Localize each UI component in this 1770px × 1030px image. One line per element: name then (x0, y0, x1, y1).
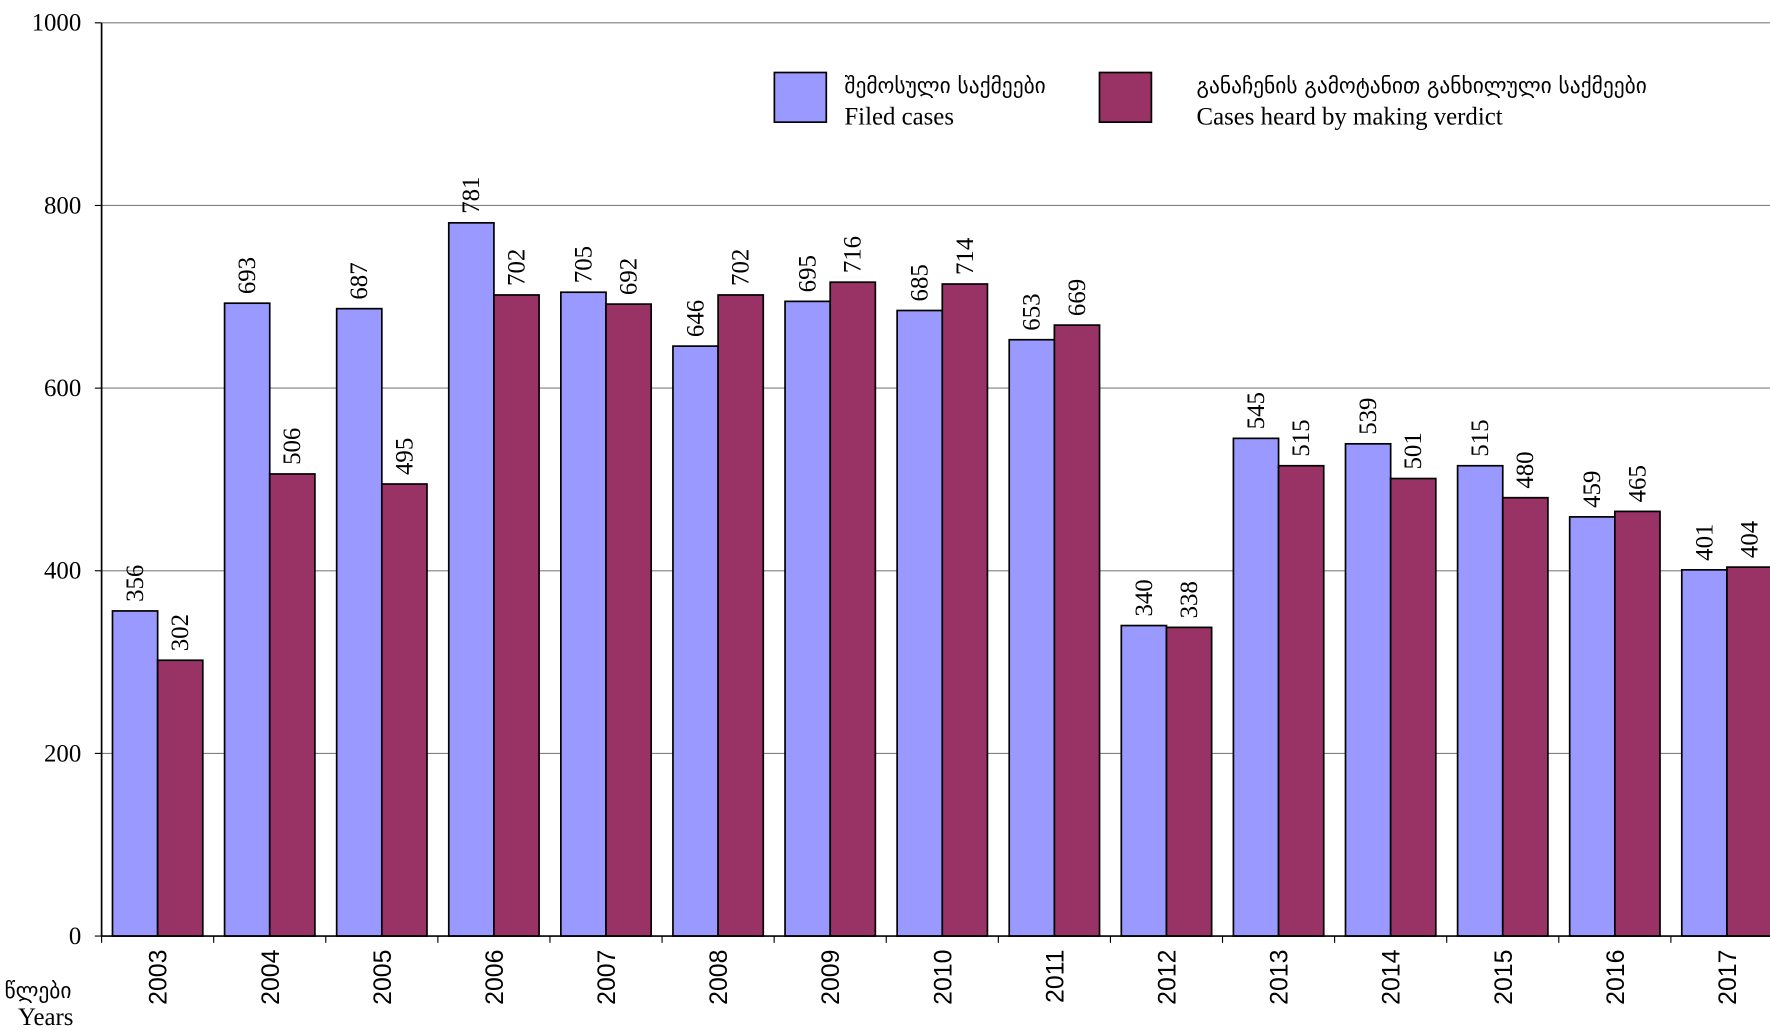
value-label: 693 (234, 257, 261, 294)
value-label: 515 (1288, 419, 1315, 456)
value-label: 459 (1579, 471, 1606, 508)
bar (1053, 324, 1101, 937)
value-label: 716 (840, 236, 867, 273)
legend-label-ka: განაჩენის გამოტანით განხილული საქმეები (1197, 74, 1647, 99)
value-label: 695 (795, 255, 822, 292)
y-tick-label: 800 (44, 192, 81, 219)
value-label: 669 (1064, 279, 1091, 316)
bar (1389, 477, 1437, 937)
x-tick-label: 2013 (1267, 950, 1294, 1005)
value-label: 545 (1243, 392, 1270, 429)
bar (1568, 516, 1616, 937)
value-label: 702 (503, 249, 530, 286)
value-label: 356 (122, 565, 149, 602)
bar (1726, 566, 1770, 937)
bar (1232, 437, 1280, 937)
value-label: 653 (1019, 293, 1046, 330)
bar (493, 294, 540, 937)
y-tick-label: 0 (69, 923, 81, 950)
legend-label: Cases heard by making verdict (1197, 103, 1503, 130)
bar (111, 610, 159, 937)
value-label: 302 (167, 614, 194, 651)
bar (1277, 464, 1325, 937)
bar (941, 283, 989, 937)
x-tick-label: 2004 (258, 949, 285, 1004)
value-label: 515 (1467, 419, 1494, 456)
x-tick-label: 2016 (1603, 950, 1630, 1005)
value-label: 401 (1691, 524, 1718, 561)
value-label: 480 (1512, 451, 1539, 488)
x-tick-label: 2008 (706, 950, 733, 1005)
value-label: 687 (346, 262, 373, 299)
value-label: 781 (458, 177, 485, 214)
legend-swatch (1098, 71, 1153, 124)
x-tick-label: 2014 (1379, 949, 1406, 1004)
value-label: 501 (1400, 432, 1427, 469)
bar (1456, 464, 1504, 937)
x-tick-label: 2009 (818, 950, 845, 1005)
x-axis-label-ka: წლები (5, 979, 72, 1004)
x-tick-label: 2005 (370, 950, 397, 1005)
bar (560, 291, 607, 937)
x-tick-label: 2006 (482, 950, 509, 1005)
value-label: 705 (570, 246, 597, 283)
bar (605, 303, 653, 937)
x-tick-label: 2010 (930, 950, 957, 1005)
bar (1680, 569, 1728, 937)
bar (717, 294, 765, 937)
bar (380, 483, 428, 937)
bar (896, 309, 944, 937)
y-tick-label: 200 (44, 740, 81, 767)
bar (1613, 510, 1661, 937)
y-tick-label: 1000 (32, 10, 82, 37)
x-tick-label: 2015 (1491, 950, 1518, 1005)
legend-swatch (773, 71, 828, 124)
y-tick-label: 600 (44, 375, 81, 402)
x-axis-label: Years (18, 1004, 73, 1030)
value-label: 692 (615, 258, 642, 295)
bar (829, 281, 877, 937)
value-label: 495 (391, 438, 418, 475)
value-label: 338 (1176, 581, 1203, 618)
x-tick-label: 2011 (1042, 950, 1069, 1003)
legend-label-ka: შემოსული საქმეები (844, 74, 1045, 99)
value-label: 646 (682, 300, 709, 337)
value-label: 685 (907, 264, 934, 301)
value-label: 404 (1736, 520, 1763, 558)
value-label: 465 (1624, 465, 1651, 502)
legend-label: Filed cases (844, 103, 954, 130)
bar (1344, 442, 1392, 937)
bar (156, 659, 204, 937)
bar (335, 307, 383, 937)
value-label: 340 (1131, 579, 1158, 616)
bar (1120, 624, 1168, 937)
value-label: 506 (279, 428, 306, 465)
value-label: 714 (952, 237, 979, 275)
x-tick-label: 2003 (146, 950, 173, 1005)
value-label: 702 (728, 249, 755, 286)
x-tick-label: 2017 (1715, 950, 1742, 1005)
value-label: 539 (1355, 398, 1382, 435)
bar (223, 302, 271, 937)
x-tick-label: 2007 (594, 950, 621, 1005)
x-tick-label: 2012 (1155, 950, 1182, 1005)
y-tick-label: 400 (44, 558, 81, 585)
bar (268, 473, 316, 937)
bar (672, 345, 719, 937)
bar (1008, 338, 1056, 937)
bar (1165, 626, 1213, 937)
bar (1501, 496, 1549, 937)
bar (784, 300, 832, 937)
bar (447, 221, 495, 937)
